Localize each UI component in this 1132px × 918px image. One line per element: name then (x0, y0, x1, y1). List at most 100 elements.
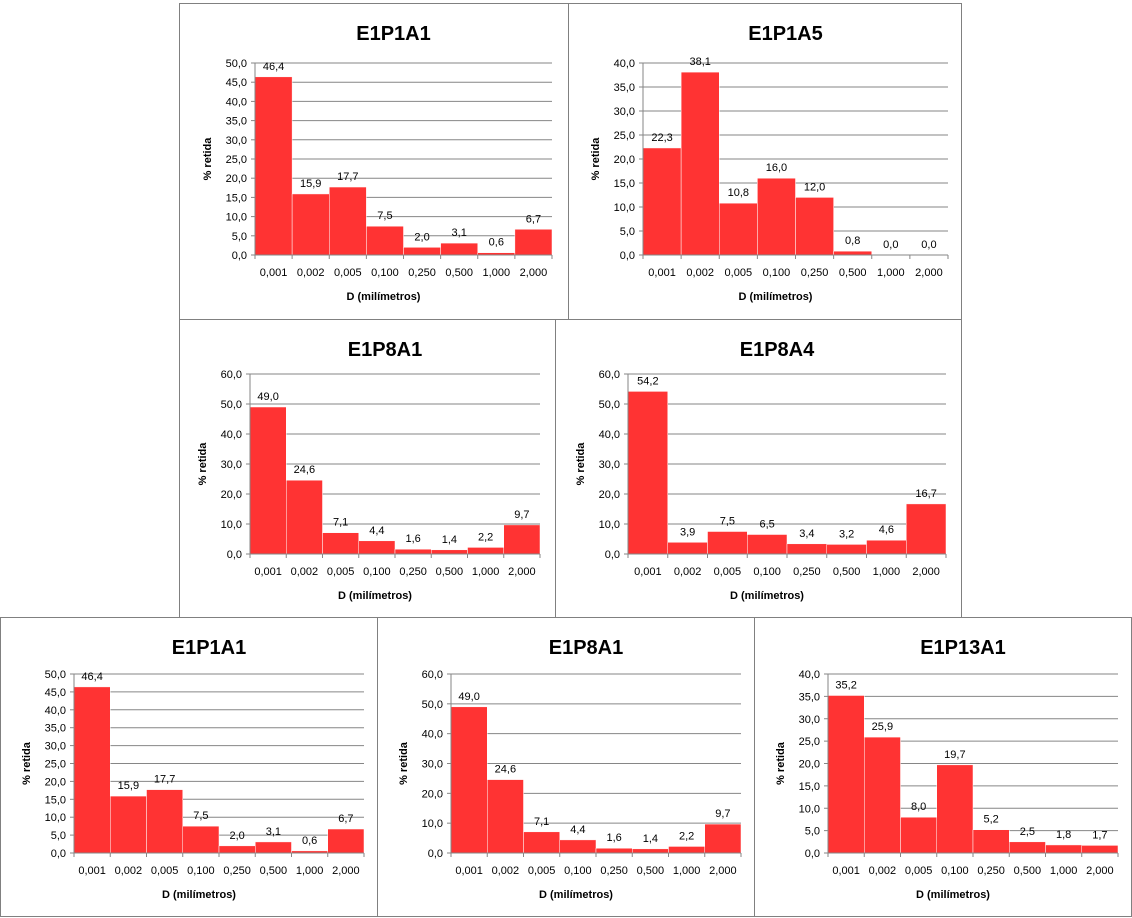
data-label: 54,2 (637, 375, 658, 387)
x-tick-label: 0,100 (941, 865, 969, 877)
y-tick-label: 20,0 (599, 489, 620, 501)
data-label: 1,6 (606, 832, 621, 844)
data-label: 3,2 (839, 528, 854, 540)
bar (747, 534, 788, 555)
y-tick-label: 20,0 (799, 759, 820, 771)
chart-panel-7: E1P13A1 0,0 5,0 10,0 15,0 20,0 25,0 30,0 35,0 40,… (754, 617, 1132, 917)
y-tick-label: 25,0 (799, 736, 820, 748)
x-axis-title: D (milímetros) (347, 291, 421, 303)
x-tick-label: 1,000 (1050, 865, 1078, 877)
bar (146, 789, 183, 854)
bar (864, 736, 901, 854)
data-label: 2,5 (1020, 826, 1035, 838)
x-tick-label: 0,002 (869, 865, 897, 877)
y-tick-label: 30,0 (799, 714, 820, 726)
y-axis-title: % retida (398, 741, 410, 785)
data-label: 4,6 (879, 524, 894, 536)
data-label: 35,2 (835, 679, 856, 691)
y-tick-label: 5,0 (620, 226, 635, 238)
chart-svg-5: E1P1A1 0,0 5,0 10,0 15,0 20,0 25,0 30,0 35,0 40,0… (21, 637, 365, 901)
bar (707, 531, 748, 555)
bar (249, 406, 287, 555)
bar (719, 202, 758, 256)
bar (329, 186, 367, 256)
y-tick-label: 35,0 (45, 723, 66, 735)
bar (642, 147, 682, 256)
x-tick-label: 0,250 (801, 267, 829, 279)
y-tick-label: 10,0 (599, 519, 620, 531)
y-tick-label: 15,0 (614, 178, 635, 190)
x-tick-label: 1,000 (877, 267, 905, 279)
data-label: 1,4 (442, 534, 457, 546)
data-label: 49,0 (257, 391, 278, 403)
x-tick-label: 2,000 (1086, 865, 1114, 877)
data-label: 10,8 (728, 187, 749, 199)
x-tick-label: 0,250 (793, 566, 821, 578)
y-tick-label: 0,0 (605, 549, 620, 561)
data-label: 46,4 (263, 61, 284, 73)
y-tick-label: 60,0 (221, 369, 242, 381)
x-axis-title: D (milímetros) (162, 889, 236, 901)
bar (286, 479, 323, 555)
y-tick-label: 0,0 (227, 549, 242, 561)
chart-title: E1P8A4 (740, 339, 815, 361)
y-tick-label: 30,0 (226, 135, 247, 147)
data-label: 19,7 (944, 749, 965, 761)
y-axis-title: % retida (202, 137, 214, 181)
y-tick-label: 0,0 (805, 848, 820, 860)
x-tick-label: 0,500 (833, 566, 861, 578)
bar (523, 831, 560, 854)
x-tick-label: 0,500 (260, 865, 288, 877)
y-tick-label: 15,0 (45, 794, 66, 806)
y-tick-label: 30,0 (45, 741, 66, 753)
data-label: 0,8 (845, 235, 860, 247)
chart-panel-6: E1P8A1 0,0 10,0 20,0 30,0 40,0 50,0 60,0 49,0 24,… (377, 617, 755, 917)
x-tick-label: 0,100 (187, 865, 215, 877)
x-tick-label: 0,250 (600, 865, 628, 877)
y-tick-label: 45,0 (226, 77, 247, 89)
x-tick-label: 2,000 (332, 865, 360, 877)
x-tick-label: 0,001 (260, 267, 288, 279)
bar (431, 549, 468, 555)
bar (291, 193, 330, 256)
y-tick-label: 10,0 (45, 812, 66, 824)
x-tick-label: 0,250 (399, 566, 427, 578)
bar (394, 548, 432, 555)
bar (559, 839, 597, 854)
data-label: 3,1 (452, 227, 467, 239)
bar (833, 250, 872, 256)
data-label: 9,7 (715, 808, 730, 820)
y-tick-label: 5,0 (805, 826, 820, 838)
x-tick-label: 0,250 (408, 267, 436, 279)
x-axis-title: D (milímetros) (739, 291, 813, 303)
x-tick-label: 2,000 (912, 566, 940, 578)
y-tick-label: 60,0 (422, 669, 443, 681)
data-label: 4,4 (570, 824, 585, 836)
data-label: 9,7 (514, 509, 529, 521)
data-label: 3,1 (266, 826, 281, 838)
chart-panel-1: E1P1A1 0,0 5,0 10,0 15,0 20,0 25,0 30,0 35,0 40,0… (179, 3, 569, 320)
data-label: 7,1 (534, 816, 549, 828)
chart-panel-2: E1P1A5 0,0 5,0 10,0 15,0 20,0 25,0 30,0 35,0 40,0… (568, 3, 962, 320)
data-label: 0,0 (883, 239, 898, 251)
y-tick-label: 40,0 (599, 429, 620, 441)
bar (322, 532, 359, 555)
x-tick-label: 0,005 (151, 865, 179, 877)
bar (182, 825, 220, 854)
x-tick-label: 1,000 (673, 865, 701, 877)
chart-svg-2: E1P1A5 0,0 5,0 10,0 15,0 20,0 25,0 30,0 35,0 40,0… (590, 23, 949, 303)
data-label: 1,4 (643, 833, 658, 845)
chart-panel-4: E1P8A4 0,0 10,0 20,0 30,0 40,0 50,0 60,0 54,2 3,9… (555, 319, 962, 618)
x-tick-label: 0,500 (445, 267, 473, 279)
bar (757, 177, 796, 256)
bar (627, 391, 668, 555)
x-tick-label: 0,002 (115, 865, 143, 877)
y-tick-label: 10,0 (422, 818, 443, 830)
data-label: 1,8 (1056, 829, 1071, 841)
data-label: 46,4 (81, 671, 102, 683)
bar (786, 543, 827, 555)
y-tick-label: 50,0 (599, 399, 620, 411)
data-label: 7,1 (333, 517, 348, 529)
bar (254, 76, 293, 256)
y-tick-label: 50,0 (45, 669, 66, 681)
